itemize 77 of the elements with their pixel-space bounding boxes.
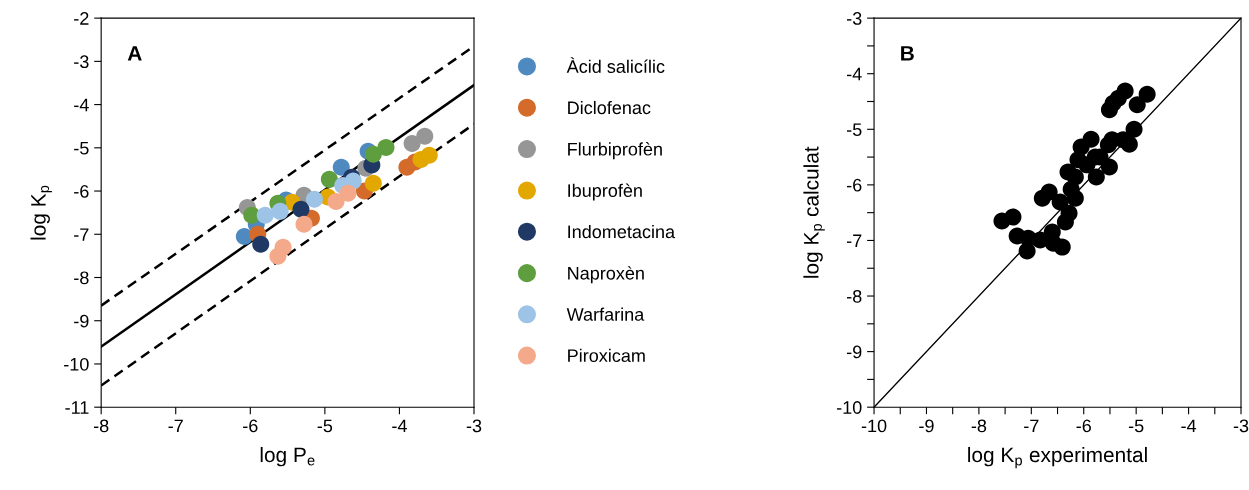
x-tick-label: -6 xyxy=(1076,419,1091,433)
x-tick-label: -6 xyxy=(243,419,258,433)
point xyxy=(339,184,357,202)
y-tick-label: -9 xyxy=(846,345,862,359)
y-tick-label: -9 xyxy=(74,314,89,328)
y-axis-title: log K$_{p}$ xyxy=(30,185,52,240)
point xyxy=(1066,189,1084,207)
point xyxy=(1100,158,1118,176)
y-tick-label: -3 xyxy=(846,12,862,25)
x-tick-label: -3 xyxy=(466,419,482,433)
point xyxy=(1125,120,1143,138)
annotation: B xyxy=(901,46,914,61)
legend-label: Piroxicam xyxy=(568,348,645,363)
annotation: A xyxy=(127,46,142,61)
point xyxy=(403,134,421,152)
x-tick-label: -9 xyxy=(919,419,934,433)
point xyxy=(1053,238,1071,256)
legend-label: Naproxèn xyxy=(568,266,644,284)
point xyxy=(292,200,310,218)
x-tick-label: -8 xyxy=(971,419,987,433)
x-tick-label: -10 xyxy=(861,419,887,433)
x-tick-label: -5 xyxy=(1128,419,1144,433)
point xyxy=(1138,85,1156,103)
x-tick-label: -4 xyxy=(1181,419,1197,433)
y-tick-label: -6 xyxy=(74,184,89,198)
legend-label: Àcid salicílic xyxy=(566,57,665,73)
y-tick-label: -7 xyxy=(74,228,89,241)
x-tick-label: -3 xyxy=(1233,419,1249,433)
y-tick-label: -10 xyxy=(836,401,862,414)
y-tick-label: -2 xyxy=(74,12,89,25)
x-tick-label: -4 xyxy=(392,419,407,433)
legend-label: Warfarina xyxy=(566,307,645,321)
x-tick-label: -7 xyxy=(1024,419,1039,433)
legend-label: Indometacina xyxy=(568,224,676,239)
point xyxy=(252,235,270,253)
point xyxy=(274,238,292,256)
point xyxy=(305,190,323,208)
x-tick-label: -5 xyxy=(317,419,333,433)
y-tick-label: -4 xyxy=(74,98,89,112)
point xyxy=(1004,208,1022,226)
point xyxy=(1128,96,1146,114)
y-tick-label: -3 xyxy=(74,55,89,69)
legend-label: Ibuprofèn xyxy=(568,183,642,201)
point xyxy=(1120,135,1138,153)
x-axis-title: log P$_{e}$ xyxy=(260,446,315,467)
x-tick-label: -7 xyxy=(168,419,183,433)
point xyxy=(1060,204,1078,222)
point xyxy=(1116,82,1134,100)
point xyxy=(271,202,289,220)
legend-label: Flurbiprofèn xyxy=(568,142,662,160)
point xyxy=(416,127,434,145)
point xyxy=(364,145,382,163)
x-axis-title: log K$_{p}$ experimental xyxy=(968,446,1147,469)
point xyxy=(320,170,338,188)
point xyxy=(1040,183,1058,201)
point xyxy=(1066,168,1084,186)
point xyxy=(332,158,350,176)
point xyxy=(377,138,395,156)
y-tick-label: -6 xyxy=(846,178,862,192)
y-tick-label: -10 xyxy=(64,357,89,371)
y-axis-title: log K$_{p}$ calculat xyxy=(803,146,825,278)
point xyxy=(327,192,345,210)
point xyxy=(295,215,313,233)
x-tick-label: -8 xyxy=(93,419,109,433)
y-tick-label: -8 xyxy=(74,271,89,285)
y-tick-label: -5 xyxy=(74,141,89,155)
point xyxy=(1087,168,1105,186)
y-tick-label: -5 xyxy=(846,123,862,137)
y-tick-label: -7 xyxy=(846,234,862,247)
y-tick-label: -4 xyxy=(846,67,862,81)
y-tick-label: -11 xyxy=(65,401,89,414)
y-tick-label: -8 xyxy=(846,289,862,303)
point xyxy=(256,206,274,224)
point xyxy=(420,146,438,164)
point xyxy=(1082,130,1100,148)
point xyxy=(364,174,382,192)
legend-label: Diclofenac xyxy=(568,100,651,115)
